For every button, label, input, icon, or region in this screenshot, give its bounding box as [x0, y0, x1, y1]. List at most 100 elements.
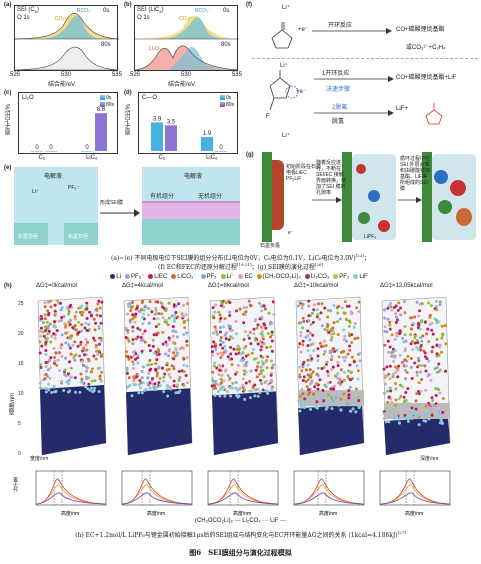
legend-dot-icon [256, 273, 262, 279]
delta-g-label: ΔG‡=12.05kcal/mol [380, 283, 433, 289]
md-ytick: 25 [18, 301, 24, 307]
stage-3-text: 循环过程中在SEI 外层会堆积由碳酸锂烷基酯、LiF等所组成的SEI 膜 [400, 156, 431, 192]
delta-g-label: ΔG‡=10kcal/mol [294, 283, 339, 289]
bar-LiC₆-0s [201, 137, 213, 151]
legend-item: (CH₂OCO₂Li)₂ [256, 273, 301, 280]
xps-panel-a: SEI (C6) O 1s CO₃²⁻ RCO₃⁻ 0s 80s [14, 5, 120, 71]
panel-label-d: (d) [124, 90, 132, 96]
reaction-scheme-f: Li⁺ +e⁻ 开环反应 CO+碳酸锂烷基酯 或CO₃²⁻+C₂H₄ F Li⁺… [252, 2, 478, 152]
rco3-label-a: RCO₃⁻ [77, 8, 93, 14]
line-legend-h: (CH₂OCO₂Li)₂ — Li₂CO₃ — LiF — [194, 518, 287, 524]
legend-item: Li₂CO₃ [304, 273, 329, 280]
legend-item: EC [238, 273, 253, 280]
molecule-profile-plot: 高度/nm [121, 470, 193, 517]
bar-chart-d: C—O 0s 80s 3.9 3.5 1.9 0 [138, 92, 238, 154]
time-80s-b: 80s [221, 42, 231, 48]
legend-item: LiF [353, 273, 368, 280]
stage-arrow-2-icon [398, 197, 422, 203]
time-0s-a: 0s [103, 8, 110, 14]
md-snapshot [209, 296, 279, 456]
legend-item: PF₅ [200, 273, 217, 280]
graphite-electrode-2 [342, 152, 352, 242]
profile-xlabel: 高度/nm [233, 510, 251, 517]
panel-label-f: (f) [246, 2, 252, 8]
form-sei-label: 形成SEI膜 [100, 200, 124, 206]
xps-spectrum-a [14, 13, 120, 71]
panel-label-h: (h) [4, 283, 12, 289]
bar-C₆-0s [151, 122, 163, 151]
bar-LiC₆-80s [95, 113, 107, 151]
li2o-label-b: Li₂O [149, 46, 159, 52]
legend-item: PF₃ [333, 273, 349, 280]
path-1-label: 开环反应 [328, 23, 353, 29]
graphite-label-1: 石墨負極 [18, 234, 39, 240]
md-yaxis-label: 高度/nm [10, 393, 16, 416]
caption-fg: (f) EC和FEC的还原分解过程[19-21]；(g) SEI膜的演化过程[2… [157, 262, 324, 271]
graphite-electrode-3 [422, 152, 432, 242]
legend-h: Li PF₆⁻ LiEC LiCO₃⁻ PF₅ Li⁻ EC (CH₂OCO₂Li)₂ Li₂C… [6, 273, 476, 280]
legend-item: Li⁻ [220, 273, 234, 280]
legend-dot-icon [220, 273, 226, 279]
legend-item: PF₆⁻ [124, 273, 144, 280]
md-snapshot [123, 296, 193, 456]
xlabel-a: 结合能/eV [48, 82, 76, 88]
panel-label-e: (e) [4, 165, 12, 171]
sei-evolution-g: 初始阶段在石墨电极LiEC PF₆LiF 随着反应进行，不断在SEI/EC 接触… [258, 150, 478, 250]
md-snapshot [295, 296, 365, 456]
molecule-profile-plot: 高度/nm [293, 470, 365, 517]
fec-molecule-icon: F [266, 70, 299, 120]
simulation-panel-h: (h) 高度/nm 25 20 15 10 5 0 ΔG‡=0kcal/mol 高度/nm ΔG‡=… [0, 283, 481, 523]
path-2b-label: 决速步骤 [326, 87, 351, 93]
depth-axis-label: 深度/nm [420, 456, 439, 462]
panel-label-b: (b) [124, 2, 132, 8]
profile-xlabel: 高度/nm [319, 510, 337, 517]
width-axis-label: 宽度/nm [30, 456, 49, 462]
legend-c: 0s 80s [99, 95, 114, 109]
md-ytick: 15 [18, 361, 24, 367]
ec-molecule-icon [271, 22, 293, 49]
cats-d: C₆ LiC₆ [158, 155, 218, 161]
li-ion-3: Li⁺ [282, 133, 290, 139]
lipf6-label: LiPF₆ [364, 234, 377, 240]
co3-label-b: CO₃²⁻ [179, 16, 193, 22]
xps-ticks-a: 525 530 535 [10, 72, 122, 78]
md-ytick: 0 [18, 451, 21, 457]
electrode-label: 石墨负极 [260, 243, 281, 249]
product-2: CO+碳酸锂烷基酯+LiF [396, 75, 457, 81]
li-ion-label: Li⁺ [32, 189, 39, 195]
xlabel-b: 结合能/eV [168, 82, 196, 88]
md-snapshot [381, 296, 451, 456]
product-3: LiF+ [396, 106, 408, 112]
md-ytick: 20 [18, 331, 24, 337]
legend-dot-icon [124, 273, 130, 279]
bar-value-label: 8.6 [97, 107, 106, 113]
organic-label: 有机组分 [150, 194, 175, 200]
bars-d: 3.9 3.5 1.9 0 [151, 116, 227, 152]
li-ion-2: Li⁺ [280, 63, 288, 69]
time-0s-b: 0s [223, 8, 230, 14]
graphite-electrode-1 [262, 152, 272, 242]
panel-label-c: (c) [4, 90, 12, 96]
electrolyte-label-1: 电解液 [44, 174, 63, 180]
stage-arrow-1-icon [312, 197, 342, 203]
bar-value-label: 0 [219, 145, 223, 151]
xps-ticks-b: 525 530 535 [130, 72, 242, 78]
bar-value-label: 3.5 [167, 119, 176, 125]
chart-title-c: Li₂O [22, 95, 34, 101]
bar-chart-c: Li₂O 0s 80s 0 0 0 8.6 [18, 92, 118, 154]
electron-1: +e⁻ [298, 27, 309, 33]
md-snapshot [37, 296, 107, 456]
cats-c: C₆ LiC₆ [38, 155, 98, 161]
inorganic-label: 无机组分 [198, 194, 223, 200]
vinylene-carbonate-icon [425, 103, 443, 125]
bars-c: 0 0 0 8.6 [31, 107, 107, 152]
profile-xlabel: 高度/nm [61, 510, 79, 517]
legend-dot-icon [333, 273, 339, 279]
bar-value-label: 0 [85, 145, 89, 151]
caption-ae: (a)~(e) 不同电极电位下SEI膜的组分分布(Li电位为0V，C₆电位为0.… [111, 253, 370, 262]
form-sei-arrow-icon [100, 209, 140, 217]
mw-axis-label: 分子量 [13, 477, 19, 492]
panel-label-g: (g) [246, 152, 254, 158]
delta-g-label: ΔG‡=0kcal/mol [36, 283, 77, 289]
reaction-arrow-1-icon [312, 28, 392, 34]
